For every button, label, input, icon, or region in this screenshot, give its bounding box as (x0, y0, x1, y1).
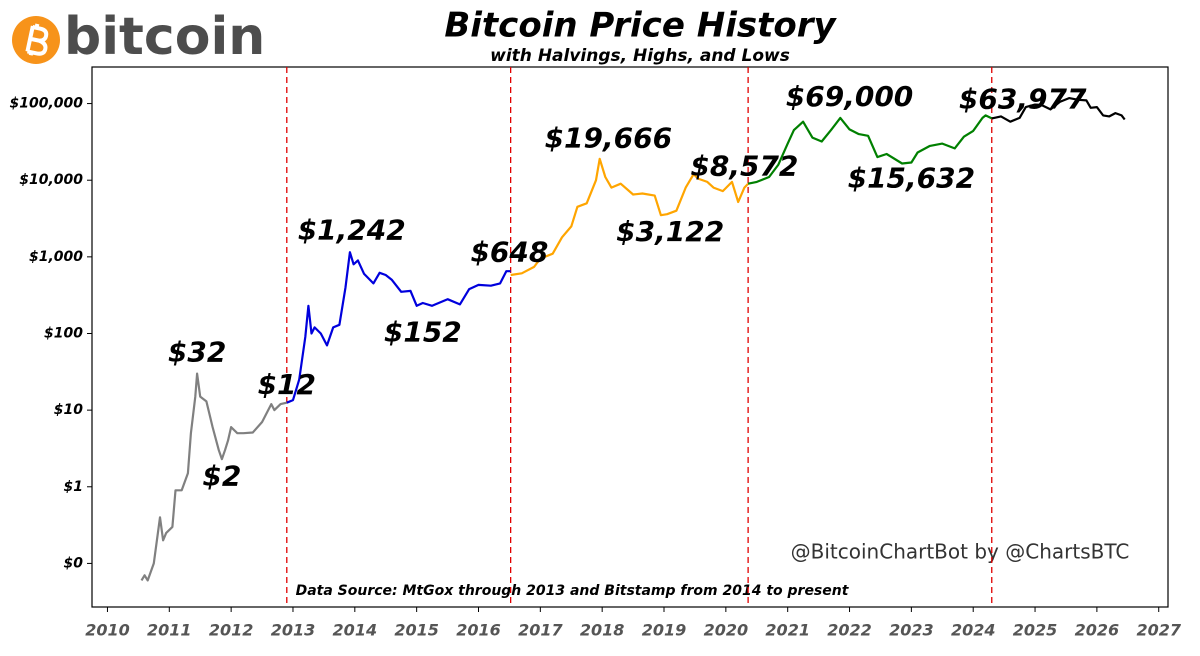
watermark: @BitcoinChartBot by @ChartsBTC (791, 540, 1130, 564)
x-tick-label: 2014 (333, 621, 378, 640)
logo-symbol (25, 23, 49, 56)
y-tick-label: $10 (54, 402, 83, 418)
y-tick-label: $1 (64, 479, 83, 495)
y-tick-label: $100 (44, 325, 83, 341)
x-tick-label: 2011 (147, 621, 192, 640)
x-tick-label: 2021 (765, 621, 810, 640)
annotation: $32 (168, 335, 226, 368)
x-tick-label: 2017 (518, 621, 563, 640)
annotation: $63,977 (959, 82, 1087, 115)
annotation: $152 (384, 316, 462, 349)
x-tick-label: 2020 (704, 621, 749, 640)
x-tick-label: 2015 (394, 621, 439, 640)
x-tick-label: 2025 (1013, 621, 1058, 640)
price-line (510, 157, 749, 277)
x-tick-label: 2018 (580, 621, 625, 640)
price-line (140, 372, 288, 582)
price-line (991, 97, 1126, 123)
annotation: $8,572 (690, 149, 798, 182)
x-tick-label: 2026 (1075, 621, 1120, 640)
price-line (286, 251, 511, 404)
y-tick-label: $1,000 (29, 249, 83, 265)
annotation: $1,242 (298, 214, 406, 247)
annotation: $15,632 (848, 161, 976, 194)
y-tick-label: $100,000 (9, 96, 83, 112)
x-tick-label: 2027 (1136, 621, 1181, 640)
x-tick-label: 2012 (209, 621, 254, 640)
plot-frame (91, 66, 1169, 608)
annotation: $2 (202, 460, 241, 493)
x-tick-label: 2016 (456, 621, 501, 640)
x-tick-label: 2013 (271, 621, 316, 640)
annotation: $648 (470, 235, 548, 268)
x-tick-label: 2010 (85, 621, 130, 640)
y-tick-label: $0 (64, 555, 84, 571)
x-tick-label: 2023 (889, 621, 934, 640)
annotation: $12 (258, 368, 316, 401)
x-tick-label: 2024 (951, 621, 996, 640)
y-tick-label: $10,000 (19, 172, 83, 188)
price-line (747, 114, 993, 185)
data-source: Data Source: MtGox through 2013 and Bits… (296, 583, 850, 599)
chart-title: Bitcoin Price History (444, 6, 837, 46)
logo-text: bitcoin (64, 7, 265, 67)
chart-subtitle: with Halvings, Highs, and Lows (490, 46, 790, 66)
x-tick-label: 2019 (642, 621, 687, 640)
annotation: $69,000 (786, 80, 914, 113)
x-tick-label: 2022 (827, 621, 872, 640)
annotation: $3,122 (616, 215, 724, 248)
annotation: $19,666 (545, 122, 673, 155)
